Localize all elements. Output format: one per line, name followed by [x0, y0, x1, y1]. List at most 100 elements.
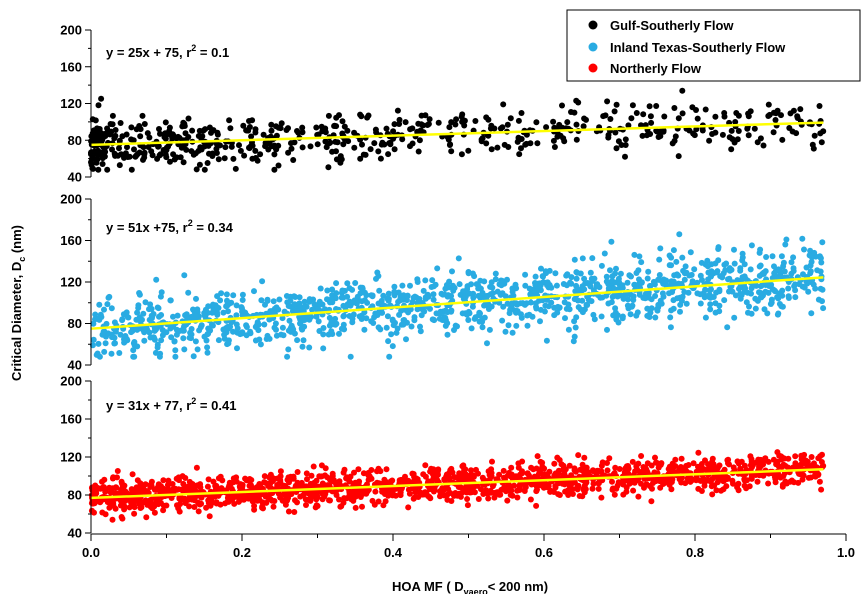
- gulf-point: [283, 127, 290, 133]
- inland-point: [327, 299, 333, 306]
- legend-marker-inland: [588, 42, 598, 52]
- inland-point: [485, 306, 492, 312]
- northerly-point: [486, 472, 493, 478]
- inland-point: [694, 290, 701, 297]
- gulf-point: [628, 115, 635, 122]
- inland-point: [748, 290, 754, 297]
- gulf-point: [518, 145, 524, 152]
- northerly-point: [129, 471, 136, 478]
- gulf-point: [237, 147, 244, 154]
- northerly-point: [99, 478, 105, 485]
- inland-point: [527, 299, 534, 306]
- northerly-point: [565, 492, 572, 498]
- northerly-point: [197, 501, 204, 508]
- gulf-point: [573, 121, 580, 128]
- northerly-point: [427, 468, 434, 475]
- inland-point: [220, 309, 227, 316]
- inland-point: [572, 324, 579, 331]
- northerly-point: [496, 491, 503, 498]
- inland-point: [230, 292, 237, 299]
- inland-y-tick-label: 80: [68, 316, 82, 331]
- northerly-point: [439, 485, 446, 492]
- gulf-point: [307, 143, 314, 150]
- inland-point: [792, 281, 799, 288]
- gulf-point: [629, 102, 636, 109]
- inland-point: [624, 279, 631, 286]
- inland-point: [291, 301, 298, 308]
- northerly-point: [259, 499, 266, 506]
- inland-point: [273, 304, 280, 311]
- gulf-point: [375, 148, 382, 155]
- northerly-point: [709, 461, 716, 468]
- northerly-point: [609, 478, 615, 485]
- northerly-point: [611, 491, 618, 498]
- inland-point: [723, 260, 730, 267]
- northerly-point: [556, 492, 563, 498]
- northerly-point: [484, 490, 491, 497]
- northerly-point: [669, 476, 676, 483]
- northerly-point: [284, 476, 291, 483]
- gulf-point: [669, 140, 676, 147]
- inland-point: [93, 351, 100, 358]
- northerly-point: [622, 468, 629, 475]
- inland-point: [603, 278, 610, 285]
- northerly-point: [623, 463, 630, 470]
- northerly-point: [690, 460, 697, 467]
- gulf-point: [461, 122, 468, 129]
- northerly-point: [336, 478, 343, 485]
- inland-point: [90, 320, 97, 327]
- inland-point: [736, 284, 743, 291]
- northerly-point: [119, 484, 126, 491]
- northerly-point: [282, 483, 289, 490]
- northerly-point: [277, 468, 284, 475]
- inland-point: [801, 246, 807, 253]
- inland-point: [389, 343, 396, 350]
- northerly-point: [710, 466, 717, 473]
- inland-point: [767, 301, 774, 307]
- gulf-point: [378, 141, 385, 148]
- northerly-point: [449, 469, 456, 476]
- inland-point: [136, 291, 143, 298]
- northerly-point: [206, 513, 213, 520]
- northerly-point: [294, 469, 301, 475]
- northerly-point: [451, 474, 458, 480]
- inland-point: [172, 347, 179, 354]
- inland-point: [780, 259, 787, 266]
- inland-point: [529, 313, 536, 320]
- inland-point: [669, 289, 676, 295]
- inland-point: [538, 265, 544, 272]
- legend: Gulf-Southerly Flow Inland Texas-Souther…: [566, 9, 861, 82]
- inland-point: [548, 284, 555, 291]
- gulf-point: [654, 128, 660, 135]
- inland-point: [148, 306, 155, 312]
- gulf-point: [337, 159, 344, 166]
- gulf-point: [271, 142, 278, 149]
- inland-point: [190, 353, 197, 360]
- gulf-y-tick-label: 80: [68, 133, 82, 148]
- northerly-point: [709, 491, 716, 498]
- inland-point: [123, 309, 130, 316]
- gulf-point: [109, 121, 116, 128]
- gulf-point: [324, 140, 331, 147]
- northerly-point: [179, 473, 186, 480]
- inland-point: [338, 294, 345, 301]
- northerly-point: [571, 467, 578, 474]
- gulf-point: [341, 123, 348, 130]
- inland-point: [239, 297, 246, 303]
- northerly-point: [303, 470, 310, 477]
- gulf-point: [337, 153, 344, 160]
- inland-point: [737, 295, 744, 302]
- northerly-point: [514, 494, 521, 501]
- northerly-point: [144, 488, 151, 495]
- inland-point: [393, 329, 400, 336]
- gulf-point: [642, 122, 649, 129]
- northerly-point: [351, 469, 357, 476]
- northerly-point: [581, 454, 588, 461]
- gulf-point: [559, 124, 566, 131]
- inland-point: [371, 314, 378, 321]
- inland-point: [660, 293, 667, 300]
- northerly-point: [212, 486, 219, 493]
- inland-point: [608, 238, 615, 245]
- gulf-point: [248, 133, 255, 140]
- northerly-equation: y = 31x + 77, r2 = 0.41: [106, 396, 236, 413]
